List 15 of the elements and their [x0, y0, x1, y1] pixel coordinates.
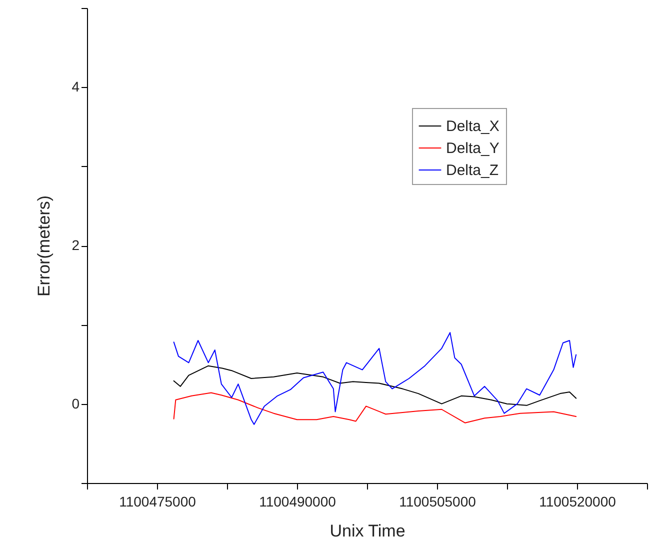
- y-tick-label: 0: [72, 395, 80, 412]
- x-tick-label: 1100475000: [119, 494, 196, 510]
- x-axis-title: Unix Time: [330, 522, 406, 540]
- legend-label: Delta_X: [446, 118, 500, 135]
- y-axis-title: Error(meters): [34, 195, 54, 297]
- legend-label: Delta_Y: [446, 140, 500, 157]
- line-series: [173, 392, 577, 424]
- y-tick-label: 4: [72, 78, 80, 95]
- legend-label: Delta_Z: [446, 162, 499, 179]
- line-series: [173, 365, 577, 406]
- y-tick-label: 2: [72, 237, 80, 253]
- x-tick-label: 1100490000: [259, 494, 336, 510]
- x-tick-label: 1100520000: [539, 494, 616, 510]
- x-tick-label: 1100505000: [399, 494, 476, 510]
- line-series: [173, 332, 577, 425]
